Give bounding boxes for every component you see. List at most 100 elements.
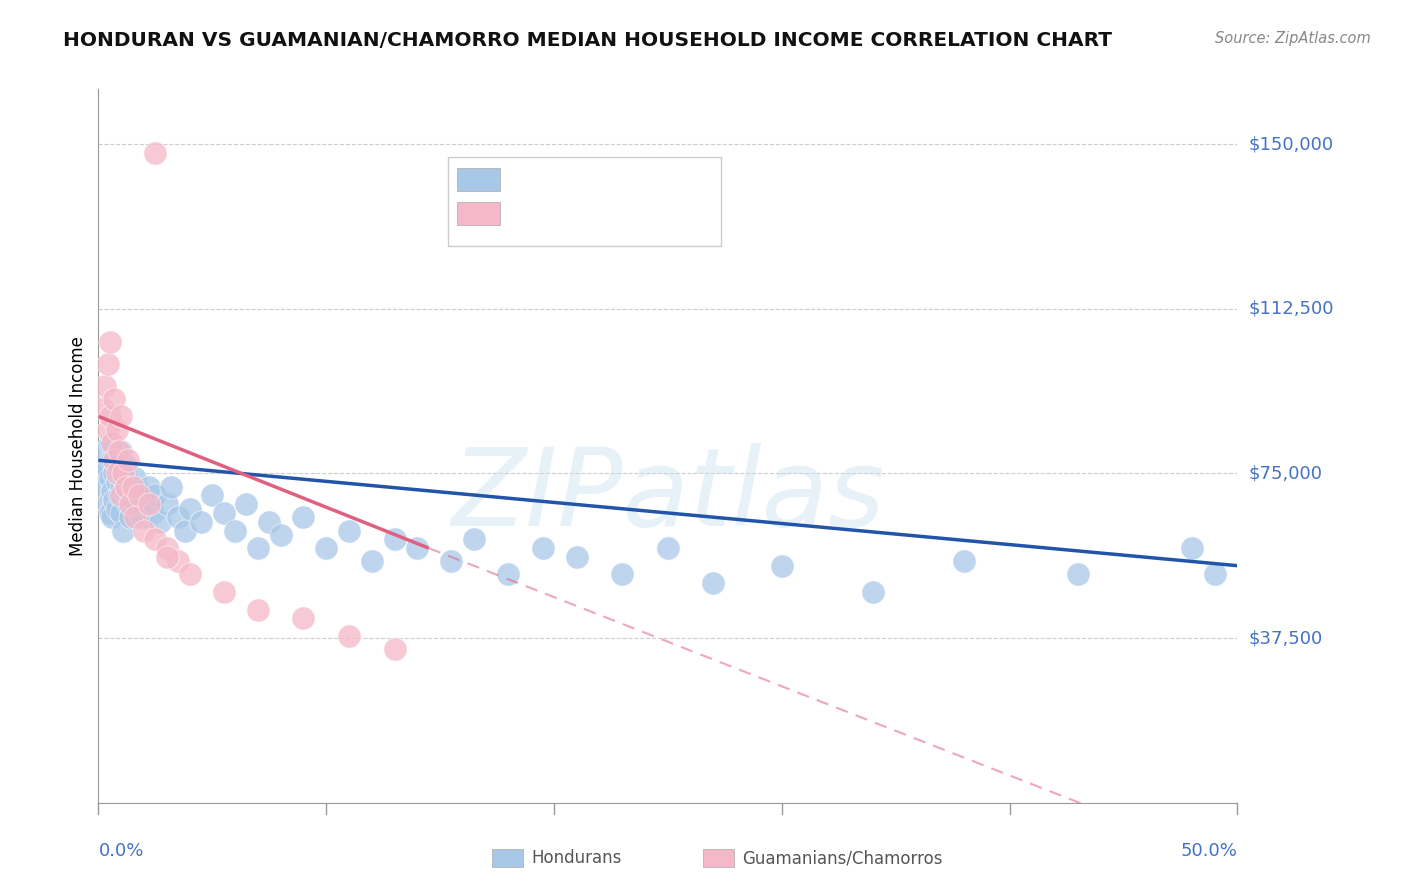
Point [149,515,172,529]
Point [531,541,554,555]
Point [862,585,884,599]
Text: N =: N = [631,204,671,222]
Point [98,471,121,485]
Point [132,497,155,511]
Text: $112,500: $112,500 [1249,300,1334,318]
Point [1181,541,1204,555]
Point [101,453,124,467]
Point [117,497,139,511]
Point [156,541,179,555]
Point [94,444,117,458]
Y-axis label: Median Household Income: Median Household Income [69,336,87,556]
Point [128,488,150,502]
Point [131,510,153,524]
Point [110,488,132,502]
Point [463,533,485,547]
Point [103,467,125,481]
Point [132,524,155,538]
Point [128,483,150,498]
Point [201,488,224,502]
FancyBboxPatch shape [449,157,721,246]
Point [114,480,136,494]
Point [91,401,114,415]
Point [138,480,160,494]
Point [160,480,183,494]
Point [167,554,190,568]
Point [406,541,429,555]
Point [103,392,125,406]
Point [179,501,201,516]
Point [96,357,118,371]
Point [98,409,121,424]
Point [235,497,257,511]
Point [101,510,124,524]
Point [156,549,179,564]
Point [101,435,124,450]
Point [1204,567,1226,582]
Point [246,602,269,616]
Point [105,423,128,437]
Point [179,567,201,582]
Text: -0.414: -0.414 [562,204,619,222]
Text: Guamanians/Chamorros: Guamanians/Chamorros [742,849,943,867]
Point [96,462,118,476]
Point [103,492,125,507]
Point [138,497,160,511]
Point [657,541,679,555]
Point [384,642,406,657]
Text: Hondurans: Hondurans [531,849,621,867]
Point [91,467,114,481]
Text: $37,500: $37,500 [1249,629,1323,647]
Point [110,409,132,424]
Text: ZIPatlas: ZIPatlas [451,443,884,549]
Point [121,492,143,507]
Point [98,506,121,520]
Point [124,510,146,524]
Point [114,458,136,472]
Point [246,541,269,555]
Point [270,528,292,542]
Point [105,501,128,516]
Point [117,453,139,467]
Point [212,585,235,599]
Text: 50.0%: 50.0% [1181,842,1237,860]
Point [498,567,520,582]
Point [94,480,117,494]
Point [190,515,212,529]
FancyBboxPatch shape [457,169,501,191]
Point [145,488,167,502]
Point [110,480,132,494]
Point [360,554,382,568]
Point [167,510,190,524]
Point [702,576,724,591]
Point [108,462,131,476]
Point [112,471,135,485]
Point [1067,567,1090,582]
Point [105,475,128,490]
Point [953,554,976,568]
Point [105,467,128,481]
Point [112,524,135,538]
Point [174,524,197,538]
Point [337,629,360,643]
Point [315,541,337,555]
Point [259,515,281,529]
Point [94,378,117,392]
Point [120,510,142,524]
Point [770,558,793,573]
Point [121,480,143,494]
Point [108,444,131,458]
FancyBboxPatch shape [457,202,501,225]
Text: R =: R = [512,171,550,189]
Point [145,145,167,160]
Point [117,475,139,490]
Point [145,533,167,547]
Point [212,506,235,520]
Text: HONDURAN VS GUAMANIAN/CHAMORRO MEDIAN HOUSEHOLD INCOME CORRELATION CHART: HONDURAN VS GUAMANIAN/CHAMORRO MEDIAN HO… [63,31,1112,50]
Point [156,497,179,511]
Text: N =: N = [631,171,671,189]
Point [98,334,121,349]
Point [565,549,588,564]
Text: -0.282: -0.282 [562,171,619,189]
Point [142,506,165,520]
